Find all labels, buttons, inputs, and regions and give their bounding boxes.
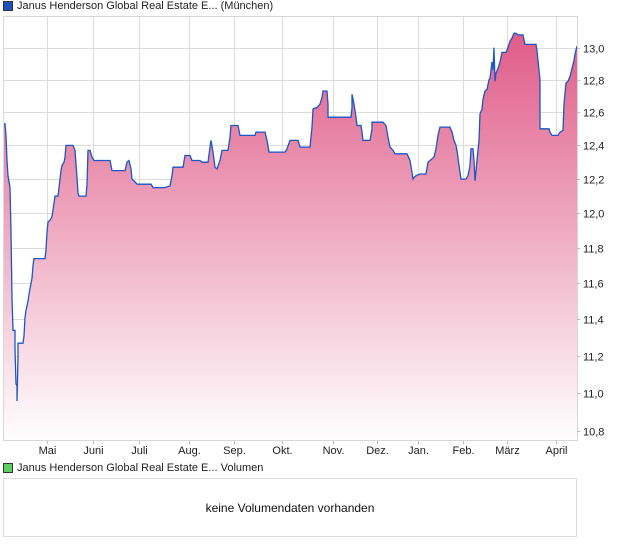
x-tick-label: Okt. xyxy=(272,445,292,457)
y-tick-label: 11,2 xyxy=(583,352,604,364)
y-tick-label: 12,0 xyxy=(583,209,604,221)
y-tick-label: 11,6 xyxy=(583,279,604,291)
volume-legend-label: Janus Henderson Global Real Estate E... … xyxy=(17,462,264,474)
price-line xyxy=(3,32,578,402)
x-axis: Mai Juni Juli Aug. Sep. Okt. Nov. Dez. Jan. Feb. M… xyxy=(39,441,568,457)
volume-panel: keine Volumendaten vorhanden xyxy=(3,478,577,537)
y-axis: 10,8 11,0 11,2 11,4 11,6 11,8 12,0 12,2 12,4 12,6… xyxy=(577,44,604,439)
y-tick-label: 12,8 xyxy=(583,76,604,88)
y-tick-label: 11,8 xyxy=(583,244,604,256)
price-legend: Janus Henderson Global Real Estate E... … xyxy=(3,0,273,12)
x-tick-label: Nov. xyxy=(323,445,345,457)
x-tick-label: April xyxy=(545,445,567,457)
volume-legend-swatch xyxy=(3,463,13,473)
x-tick-label: Jan. xyxy=(408,445,429,457)
y-tick-label: 12,4 xyxy=(583,141,604,153)
y-tick-label: 11,0 xyxy=(583,389,604,401)
x-tick-label: Dez. xyxy=(366,445,389,457)
volume-empty-message: keine Volumendaten vorhanden xyxy=(205,500,375,515)
y-tick-label: 13,0 xyxy=(583,44,604,56)
plot-frame xyxy=(3,16,578,441)
y-tick-label: 11,4 xyxy=(583,315,604,327)
x-tick-label: Juli xyxy=(131,445,148,457)
volume-legend: Janus Henderson Global Real Estate E... … xyxy=(3,462,263,474)
price-chart: 10,8 11,0 11,2 11,4 11,6 11,8 12,0 12,2 12,4 12,6… xyxy=(3,16,604,457)
x-tick-label: Juni xyxy=(83,445,103,457)
x-tick-label: Aug. xyxy=(178,445,201,457)
price-legend-label: Janus Henderson Global Real Estate E... … xyxy=(17,0,274,12)
y-tick-label: 12,2 xyxy=(583,175,604,187)
y-tick-label: 12,6 xyxy=(583,108,604,120)
x-tick-label: Feb. xyxy=(452,445,474,457)
y-tick-label: 10,8 xyxy=(583,427,604,439)
x-tick-label: März xyxy=(495,445,519,457)
x-tick-label: Sep. xyxy=(223,445,246,457)
price-area-fill xyxy=(3,33,577,442)
price-legend-swatch xyxy=(3,1,13,11)
x-tick-label: Mai xyxy=(39,445,57,457)
